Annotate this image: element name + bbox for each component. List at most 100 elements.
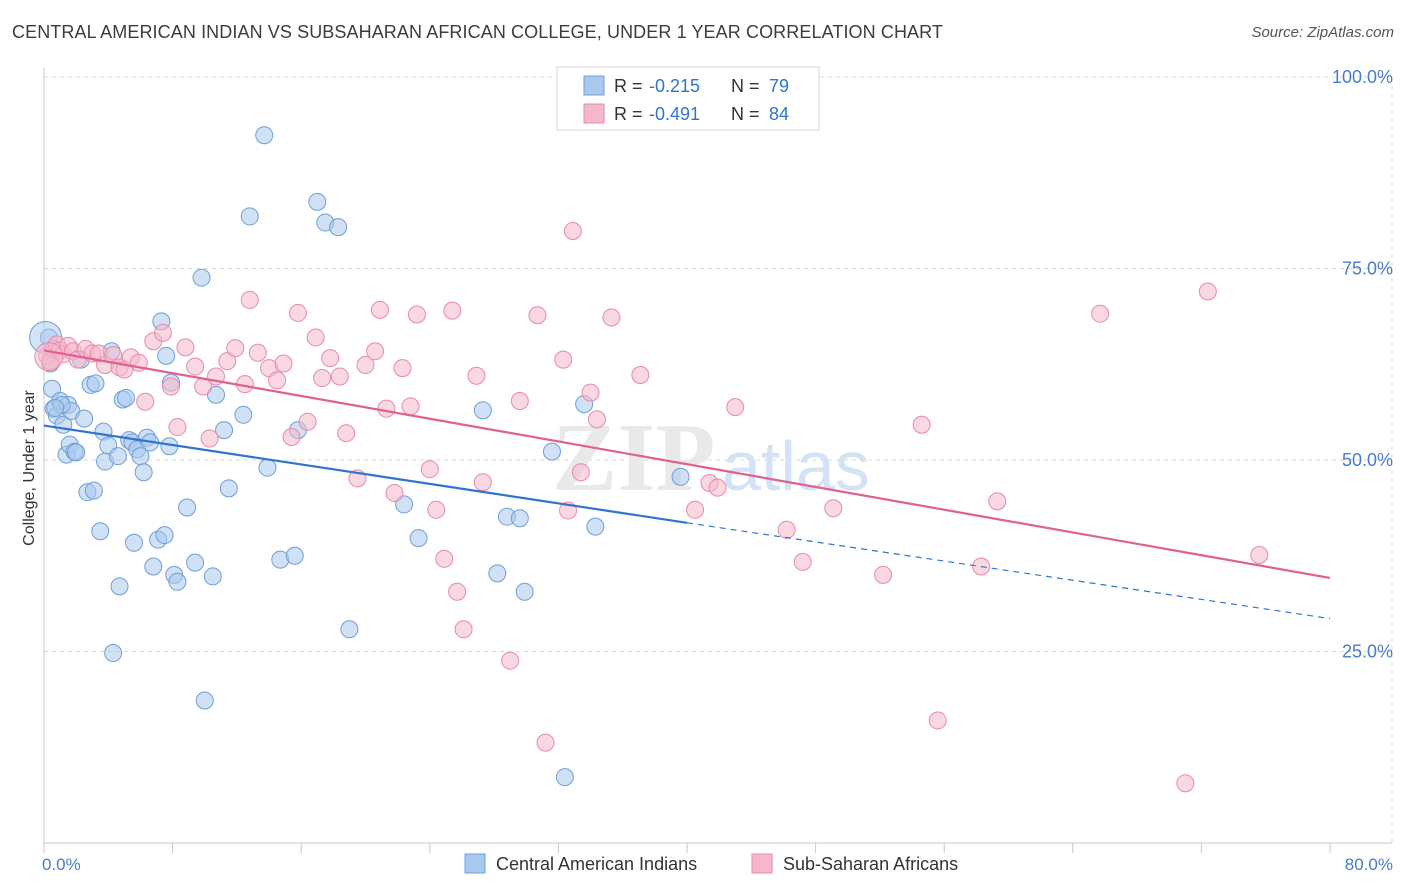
data-point [448, 582, 467, 601]
data-point [91, 522, 110, 541]
data-point [586, 517, 605, 536]
data-point [554, 350, 573, 369]
data-point [192, 268, 211, 287]
data-point [176, 338, 195, 357]
data-point [427, 500, 446, 519]
data-point [215, 421, 234, 440]
data-point [155, 526, 174, 545]
data-point [1176, 774, 1195, 793]
data-point [136, 392, 155, 411]
data-point [340, 620, 359, 639]
x-tick-0: 0.0% [42, 855, 81, 874]
data-point [631, 365, 650, 384]
data-point [536, 733, 555, 752]
data-point [186, 357, 205, 376]
data-point [298, 412, 317, 431]
data-point [186, 553, 205, 572]
data-point [110, 577, 129, 596]
legend-label-pink: Sub-Saharan Africans [783, 854, 958, 874]
data-point [377, 399, 396, 418]
data-point [1198, 282, 1217, 301]
trend-line-blue-extrapolated [686, 522, 1331, 620]
data-point [330, 367, 349, 386]
stats-n-value-2: 84 [769, 104, 789, 124]
data-point [282, 428, 301, 447]
y-tick-label: 50.0% [1342, 450, 1393, 470]
data-point [157, 346, 176, 365]
data-point [240, 290, 259, 309]
data-point [134, 463, 153, 482]
data-point [337, 424, 356, 443]
trend-line-pink [43, 349, 1331, 580]
data-point [75, 409, 94, 428]
y-tick-label: 25.0% [1342, 642, 1393, 662]
data-point [207, 385, 226, 404]
data-point [144, 557, 163, 576]
y-tick-label: 75.0% [1342, 259, 1393, 279]
data-point [928, 711, 947, 730]
data-point [200, 429, 219, 448]
data-point [195, 691, 214, 710]
grid-lines [44, 76, 1393, 843]
tick-labels: 25.0% 50.0% 75.0% 100.0% [1332, 67, 1393, 662]
data-point [563, 221, 582, 240]
data-point [488, 564, 507, 583]
stats-r-label-2: R = [614, 104, 643, 124]
chart-title: CENTRAL AMERICAN INDIAN VS SUBSAHARAN AF… [12, 22, 944, 42]
data-point [313, 369, 332, 388]
data-point [125, 533, 144, 552]
data-point [274, 354, 293, 373]
data-point [116, 388, 135, 407]
data-point [602, 308, 621, 327]
data-point [329, 218, 348, 237]
data-point [178, 498, 197, 517]
stats-box: R = -0.215 N = 79 R = -0.491 N = 84 [556, 66, 820, 131]
data-point [240, 207, 259, 226]
data-point [285, 546, 304, 565]
data-point [108, 447, 127, 466]
stats-n-label-2: N = [731, 104, 760, 124]
stats-swatch-pink [583, 103, 605, 124]
data-point [168, 572, 187, 591]
trend-lines [43, 349, 1331, 620]
data-point [258, 458, 277, 477]
data-point [288, 303, 307, 322]
data-point [671, 467, 690, 486]
y-axis-label: College, Under 1 year [21, 390, 38, 546]
data-point [473, 473, 492, 492]
data-point [726, 398, 745, 417]
data-point [321, 349, 340, 368]
data-point [46, 398, 65, 417]
data-point [308, 192, 327, 211]
data-point [161, 377, 180, 396]
data-point [393, 359, 412, 378]
watermark-zip: ZIP [552, 404, 715, 512]
data-point [153, 323, 172, 342]
data-point [793, 552, 812, 571]
data-point [268, 371, 287, 390]
data-point [542, 442, 561, 461]
data-point [510, 392, 529, 411]
data-point [395, 495, 414, 514]
axes [43, 68, 1392, 853]
x-tick-80: 80.0% [1345, 855, 1393, 874]
data-point [219, 479, 238, 498]
data-point [988, 492, 1007, 511]
stats-n-label-1: N = [731, 76, 760, 96]
data-point [777, 520, 796, 539]
data-point [581, 383, 600, 402]
data-point [203, 567, 222, 586]
data-point [571, 463, 590, 482]
data-point [510, 509, 529, 528]
data-point [708, 478, 727, 497]
data-point [435, 549, 454, 568]
chart-source: Source: ZipAtlas.com [1251, 24, 1394, 41]
legend-swatch-blue [464, 853, 486, 874]
stats-r-value-1: -0.215 [649, 76, 700, 96]
data-point [234, 405, 253, 424]
data-point [420, 460, 439, 479]
data-point [86, 374, 105, 393]
data-point [407, 305, 426, 324]
data-point [370, 300, 389, 319]
